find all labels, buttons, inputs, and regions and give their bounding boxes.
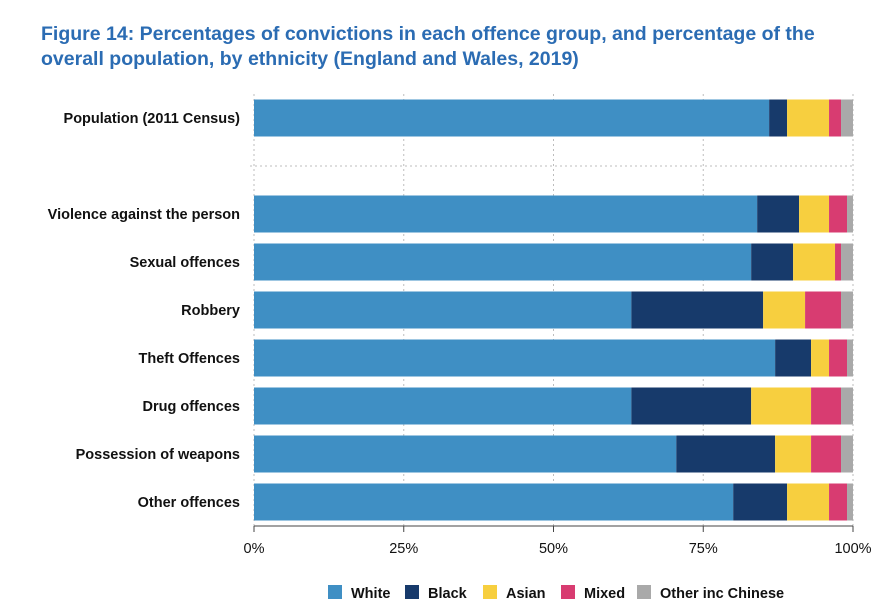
bar-3-1 (631, 291, 764, 329)
bar-7-2 (787, 483, 830, 521)
category-label-0: Population (2011 Census) (64, 111, 241, 127)
bar-2-2 (793, 243, 836, 281)
chart-title-line-2: overall population, by ethnicity (Englan… (41, 48, 579, 70)
bar-5-4 (841, 387, 853, 425)
bar-3-4 (841, 291, 853, 329)
legend-label-2: Asian (506, 586, 546, 602)
x-tick-label-3: 75% (689, 541, 718, 557)
x-tick-label-4: 100% (834, 541, 871, 557)
bar-4-4 (847, 339, 853, 377)
bar-3-2 (763, 291, 806, 329)
bar-6-0 (254, 435, 677, 473)
legend-label-0: White (351, 586, 390, 602)
legend-swatch-4 (637, 585, 651, 599)
bar-1-0 (254, 195, 758, 233)
bar-3-3 (805, 291, 842, 329)
bar-6-3 (811, 435, 842, 473)
x-tick-label-1: 25% (389, 541, 418, 557)
bar-5-1 (631, 387, 752, 425)
bar-5-0 (254, 387, 632, 425)
chart-title-line-1: Figure 14: Percentages of convictions in… (41, 23, 815, 45)
bar-4-1 (775, 339, 812, 377)
category-label-2: Sexual offences (130, 255, 240, 271)
bar-6-4 (841, 435, 853, 473)
legend-swatch-2 (483, 585, 497, 599)
category-label-3: Robbery (181, 303, 240, 319)
bar-4-0 (254, 339, 776, 377)
bar-1-4 (847, 195, 853, 233)
bar-6-1 (676, 435, 776, 473)
category-label-4: Theft Offences (138, 351, 240, 367)
bar-6-2 (775, 435, 812, 473)
bar-2-1 (751, 243, 794, 281)
bar-1-1 (757, 195, 800, 233)
bar-7-1 (733, 483, 788, 521)
bar-1-2 (799, 195, 830, 233)
bar-7-4 (847, 483, 853, 521)
bar-2-0 (254, 243, 752, 281)
bar-7-0 (254, 483, 734, 521)
bar-2-3 (835, 243, 842, 281)
bar-4-3 (829, 339, 848, 377)
bar-4-2 (811, 339, 830, 377)
x-tick-label-0: 0% (244, 541, 265, 557)
bar-5-2 (751, 387, 812, 425)
bar-3-0 (254, 291, 632, 329)
legend-label-4: Other inc Chinese (660, 586, 784, 602)
bar-2-4 (841, 243, 853, 281)
legend-label-3: Mixed (584, 586, 625, 602)
legend-swatch-1 (405, 585, 419, 599)
bar-0-4 (841, 99, 853, 137)
legend-swatch-0 (328, 585, 342, 599)
bar-5-3 (811, 387, 842, 425)
bar-7-3 (829, 483, 848, 521)
bar-0-3 (829, 99, 842, 137)
category-label-6: Possession of weapons (76, 447, 240, 463)
category-label-1: Violence against the person (48, 207, 240, 223)
bar-0-2 (787, 99, 830, 137)
legend-label-1: Black (428, 586, 468, 602)
bar-0-0 (254, 99, 770, 137)
category-label-5: Drug offences (143, 399, 241, 415)
bar-1-3 (829, 195, 848, 233)
bar-0-1 (769, 99, 788, 137)
x-tick-label-2: 50% (539, 541, 568, 557)
category-label-7: Other offences (138, 495, 240, 511)
chart-title: Figure 14: Percentages of convictions in… (41, 22, 881, 72)
legend-swatch-3 (561, 585, 575, 599)
